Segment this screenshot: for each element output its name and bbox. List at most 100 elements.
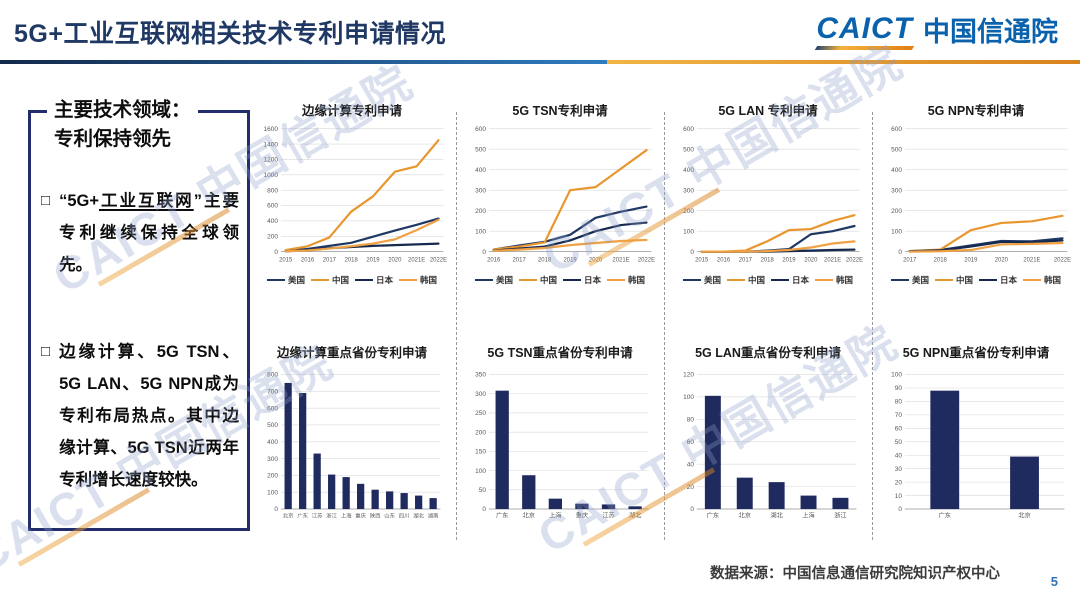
svg-text:300: 300 xyxy=(475,391,486,398)
bullet-square-icon: □ xyxy=(41,192,51,209)
bullet-text-1: “5G+工业互联网”主要专利继续保持全球领先。 xyxy=(59,185,239,282)
legend-line-swatch xyxy=(266,278,285,282)
svg-text:500: 500 xyxy=(683,146,694,153)
svg-text:350: 350 xyxy=(475,372,486,379)
legend-label: 中国 xyxy=(331,274,349,285)
svg-text:北京: 北京 xyxy=(1018,512,1030,520)
legend-line-swatch xyxy=(474,278,493,282)
svg-text:600: 600 xyxy=(475,126,486,133)
svg-text:2016: 2016 xyxy=(487,257,501,263)
svg-text:2020: 2020 xyxy=(388,257,402,263)
legend-item: 美国 xyxy=(474,274,513,286)
chart-canvas: 0 200 400 600 800 1000 1200 1400 1600 2015 2016 201… xyxy=(254,121,450,273)
chart-canvas: 0 100 200 300 400 500 600 2016 2017 2018 2019 2020 2… xyxy=(462,121,658,273)
legend-item: 中国 xyxy=(518,274,557,286)
chart-title: 5G LAN重点省份专利申请 xyxy=(695,346,841,360)
svg-text:0: 0 xyxy=(482,249,486,256)
panel-bullets: □ “5G+工业互联网”主要专利继续保持全球领先。 □ 边缘计算、5G TSN、… xyxy=(31,113,247,496)
panel-title: 主要技术领域： 专利保持领先 xyxy=(47,96,198,155)
svg-text:0: 0 xyxy=(898,249,902,256)
svg-text:2022E: 2022E xyxy=(638,257,655,263)
svg-text:2021E: 2021E xyxy=(1023,257,1040,263)
legend-label: 日本 xyxy=(376,274,394,285)
svg-text:200: 200 xyxy=(267,473,278,480)
svg-text:0: 0 xyxy=(482,506,486,513)
svg-text:60: 60 xyxy=(895,426,903,433)
svg-text:20: 20 xyxy=(895,479,903,486)
header-divider-orange xyxy=(606,60,1080,64)
svg-text:湖南: 湖南 xyxy=(428,512,439,520)
svg-text:200: 200 xyxy=(891,208,902,215)
chart-canvas: 0 100 200 300 400 500 600 700 800 北京 广东 江苏 浙江 上海 重庆 陕西山… xyxy=(254,363,450,534)
svg-text:0: 0 xyxy=(274,506,278,513)
svg-text:2018: 2018 xyxy=(761,257,775,263)
legend-item: 美国 xyxy=(890,274,929,286)
bullet1-pre: “5G+ xyxy=(59,192,99,210)
chart-canvas: 0 100 200 300 400 500 600 2017 2018 2019 2020 2021E… xyxy=(878,121,1074,273)
legend-item: 日本 xyxy=(771,274,809,286)
svg-text:150: 150 xyxy=(475,449,486,456)
line-chart-edge-computing: 边缘计算专利申请 0 200 400 600 800 1000 1200 1400 1600 20… xyxy=(248,86,456,330)
svg-text:广东: 广东 xyxy=(496,512,508,520)
svg-text:0: 0 xyxy=(690,249,694,256)
svg-text:0: 0 xyxy=(898,506,902,513)
svg-text:四川: 四川 xyxy=(399,513,410,520)
svg-text:500: 500 xyxy=(891,146,902,153)
chart-title: 5G NPN专利申请 xyxy=(927,104,1025,118)
svg-text:80: 80 xyxy=(687,417,695,424)
header-divider-blue xyxy=(0,60,607,64)
svg-text:800: 800 xyxy=(267,372,278,379)
svg-text:1200: 1200 xyxy=(264,157,279,164)
svg-text:100: 100 xyxy=(475,228,486,235)
svg-text:0: 0 xyxy=(274,249,278,256)
svg-text:400: 400 xyxy=(267,218,278,225)
legend-label: 韩国 xyxy=(836,274,854,285)
svg-text:400: 400 xyxy=(267,439,278,446)
svg-text:浙江: 浙江 xyxy=(326,512,337,520)
legend-line-swatch xyxy=(726,278,745,282)
svg-text:300: 300 xyxy=(267,456,278,463)
bullet-text-2: 边缘计算、5G TSN、5G LAN、5G NPN成为专利布局热点。其中边缘计算… xyxy=(59,342,239,490)
svg-text:北京: 北京 xyxy=(283,512,294,520)
column-separator xyxy=(456,112,457,540)
svg-text:上海: 上海 xyxy=(341,512,352,520)
svg-text:2017: 2017 xyxy=(739,257,752,263)
svg-text:70: 70 xyxy=(895,412,903,419)
svg-text:30: 30 xyxy=(895,466,903,473)
svg-text:2018: 2018 xyxy=(538,257,552,263)
legend-line-swatch xyxy=(934,278,953,282)
svg-text:2021E: 2021E xyxy=(612,257,629,263)
svg-text:重庆: 重庆 xyxy=(576,512,588,520)
chart-title: 5G TSN重点省份专利申请 xyxy=(487,346,633,360)
svg-text:200: 200 xyxy=(267,233,278,240)
chart-legend: 美国 中国 日本 韩国 xyxy=(254,274,450,286)
legend-label: 美国 xyxy=(495,274,513,285)
svg-text:2020: 2020 xyxy=(995,257,1009,263)
legend-item: 韩国 xyxy=(399,274,437,286)
svg-text:100: 100 xyxy=(683,394,694,401)
svg-text:2021E: 2021E xyxy=(408,257,425,263)
svg-text:2015: 2015 xyxy=(695,257,709,263)
legend-label: 中国 xyxy=(955,274,973,285)
column-separator xyxy=(664,112,665,540)
charts-grid: 边缘计算专利申请 0 200 400 600 800 1000 1200 1400 1600 20… xyxy=(248,86,1080,562)
legend-line-swatch xyxy=(682,278,701,282)
svg-text:2020: 2020 xyxy=(804,257,818,263)
svg-text:20: 20 xyxy=(687,484,695,491)
chart-legend: 美国 中国 日本 韩国 xyxy=(462,274,658,286)
legend-item: 中国 xyxy=(726,274,765,286)
chart-title: 5G NPN重点省份专利申请 xyxy=(902,346,1050,360)
line-chart-5g-npn: 5G NPN专利申请 0 100 200 300 400 500 600 2017 2018 20… xyxy=(872,86,1080,330)
bar-chart-5g-tsn-provinces: 5G TSN重点省份专利申请 0 50 100 150 200 250 300 350 广东 北京… xyxy=(456,330,664,560)
svg-text:400: 400 xyxy=(683,167,694,174)
svg-text:2019: 2019 xyxy=(964,257,978,263)
bar-chart-5g-lan-provinces: 5G LAN重点省份专利申请 0 20 40 60 80 100 120 广东 北京 湖北 上海 浙江 xyxy=(664,330,872,560)
svg-text:200: 200 xyxy=(683,208,694,215)
legend-line-swatch xyxy=(771,278,789,282)
legend-label: 中国 xyxy=(747,274,765,285)
svg-text:2022E: 2022E xyxy=(1054,257,1071,263)
chart-title: 5G TSN专利申请 xyxy=(512,104,608,118)
svg-text:2022E: 2022E xyxy=(846,257,863,263)
svg-text:250: 250 xyxy=(475,410,486,417)
